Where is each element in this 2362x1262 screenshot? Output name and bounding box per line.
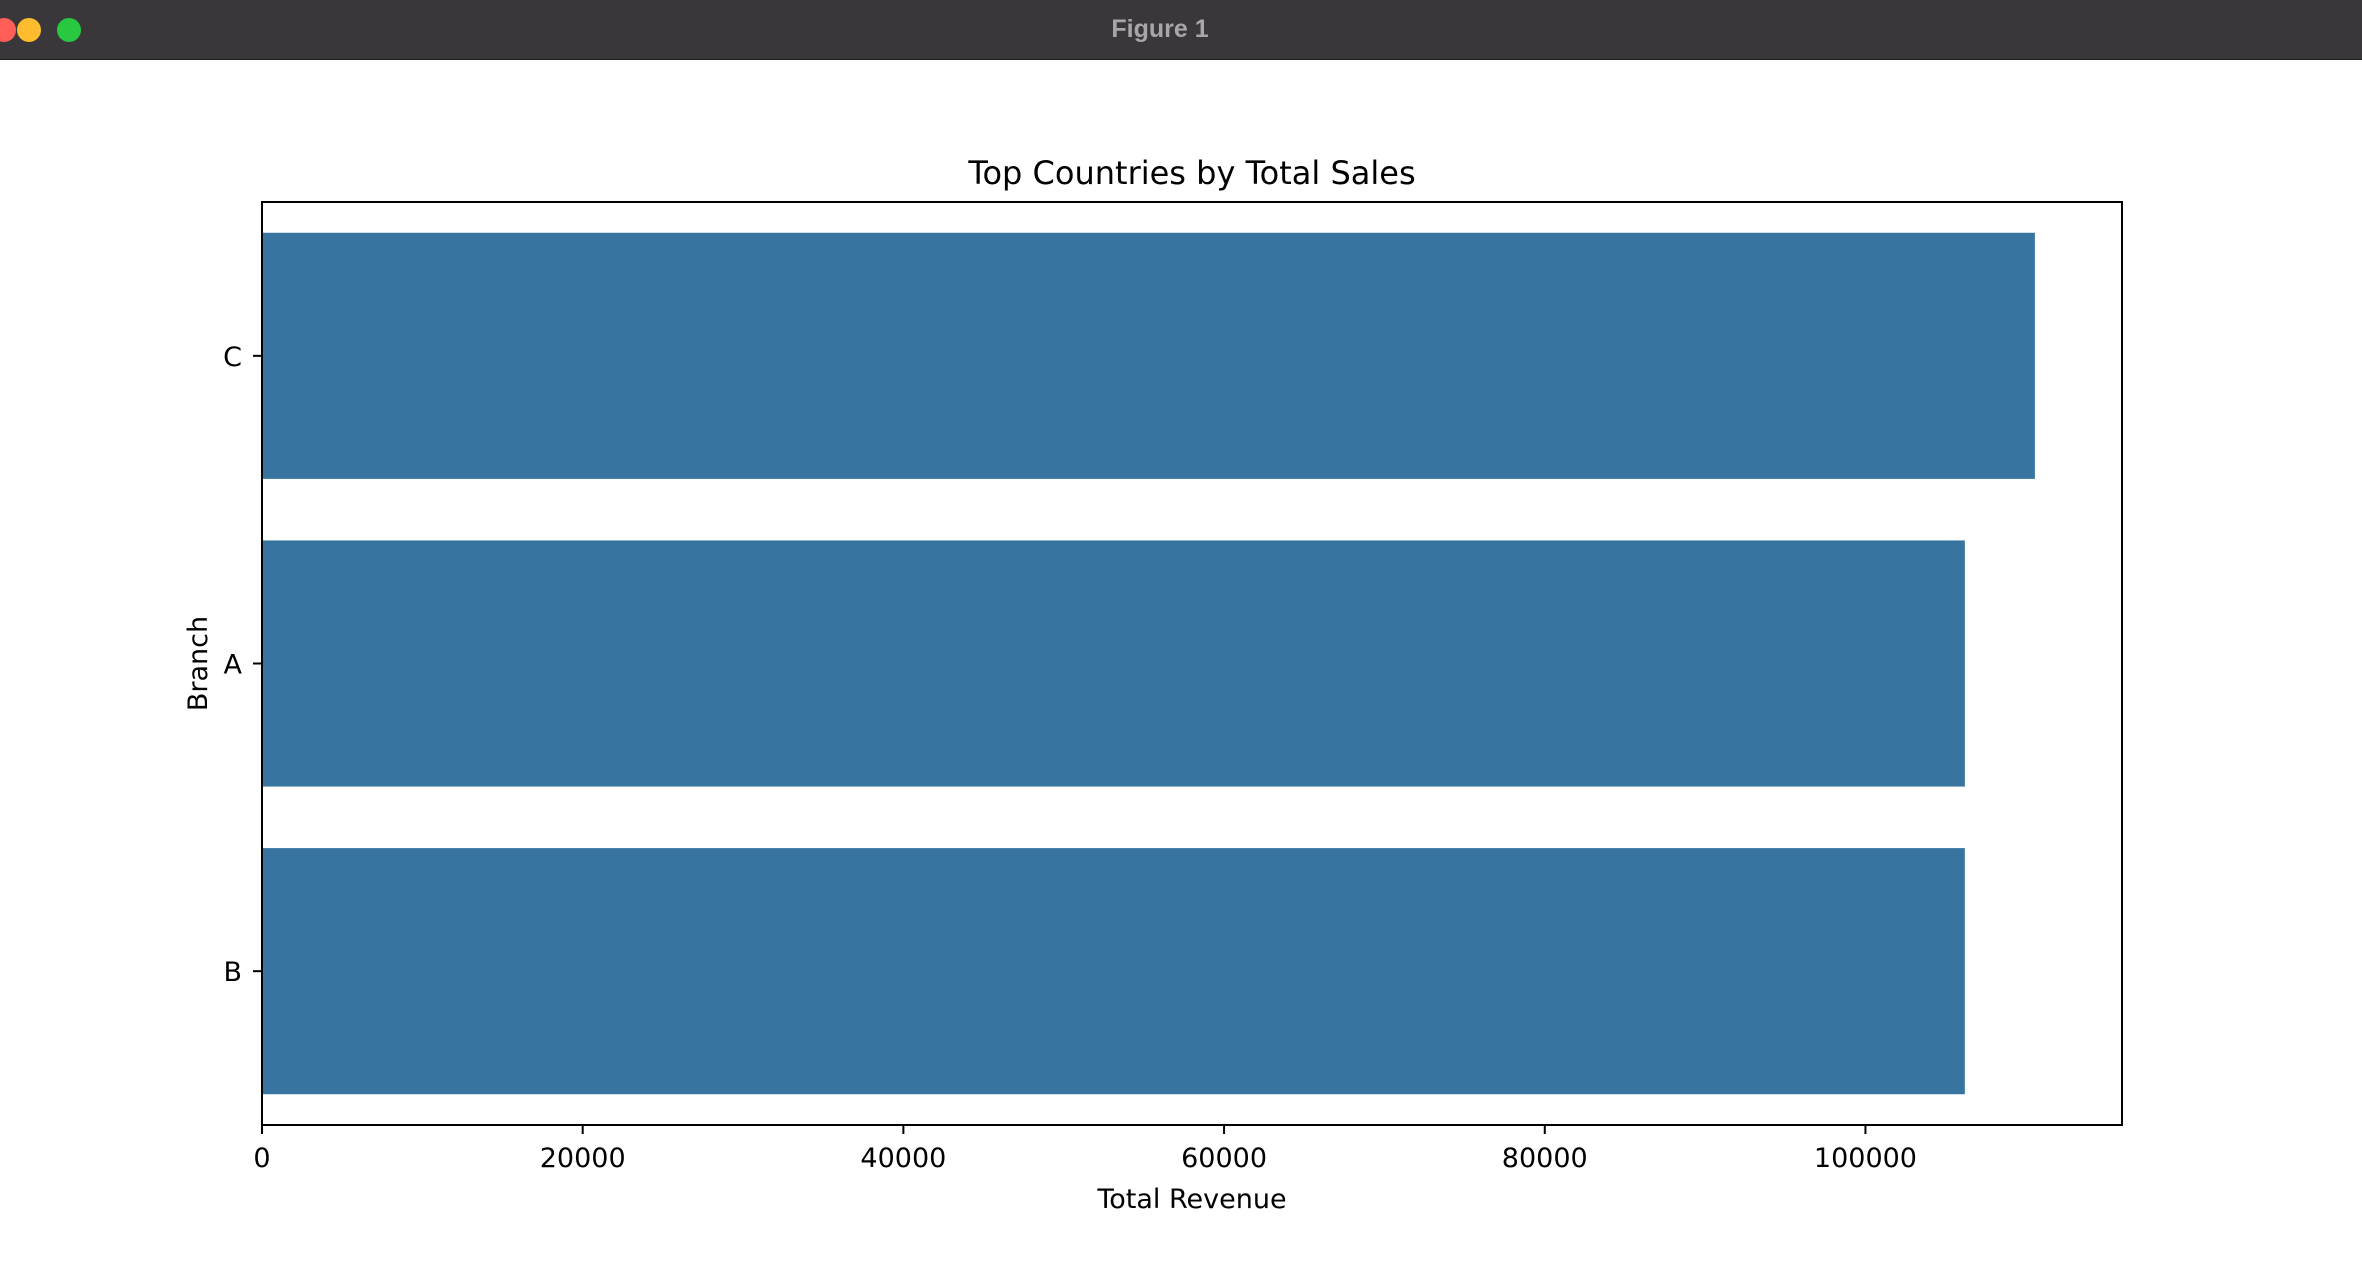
y-tick-label-A: A (224, 650, 243, 681)
x-axis-label: Total Revenue (1096, 1184, 1286, 1215)
window-title: Figure 1 (1111, 15, 1209, 43)
x-tick-label-60000: 60000 (1181, 1143, 1267, 1174)
bar-C (262, 232, 2035, 479)
x-tick-label-0: 0 (253, 1143, 270, 1174)
y-tick-label-B: B (223, 957, 242, 988)
minimize-button[interactable] (17, 18, 41, 42)
y-axis-label: Branch (183, 616, 214, 711)
x-tick-label-20000: 20000 (540, 1143, 626, 1174)
bar-chart: C A B 0 20000 40000 60000 80000 100000 Top Coun… (183, 154, 2123, 1215)
x-tick-label-100000: 100000 (1814, 1143, 1917, 1174)
figure-canvas: C A B 0 20000 40000 60000 80000 100000 Top Coun… (0, 60, 2362, 1258)
title-bar: Figure 1 (0, 0, 2362, 60)
x-tick-label-80000: 80000 (1502, 1143, 1588, 1174)
bars-layer (262, 232, 2035, 1095)
y-axis: C A B (223, 342, 262, 988)
x-tick-label-40000: 40000 (860, 1143, 946, 1174)
x-axis: 0 20000 40000 60000 80000 100000 (253, 1125, 1917, 1174)
bar-A (262, 540, 1965, 787)
y-tick-label-C: C (223, 342, 242, 373)
close-button[interactable] (0, 18, 16, 42)
zoom-button[interactable] (57, 18, 81, 42)
chart-title: Top Countries by Total Sales (967, 154, 1415, 192)
bar-B (262, 848, 1965, 1095)
